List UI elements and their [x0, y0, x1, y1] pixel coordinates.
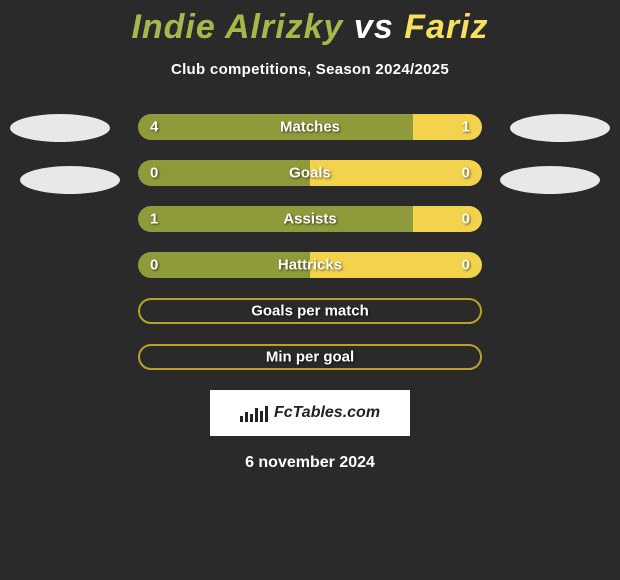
stat-row: 0 0 Hattricks	[0, 252, 620, 278]
stat-rows: 4 1 Matches 0 0 Goals 1 0 Assists 0 0 Hattricks Goal…	[0, 114, 620, 370]
comparison-title: Indie Alrizky vs Fariz	[0, 8, 620, 47]
stat-value-right: 0	[462, 211, 470, 228]
subtitle: Club competitions, Season 2024/2025	[0, 61, 620, 78]
vs-label: vs	[354, 8, 394, 46]
brand-text: FcTables.com	[274, 404, 380, 422]
stat-value-left: 0	[150, 257, 158, 274]
stat-bar-right	[413, 206, 482, 232]
stat-value-right: 0	[462, 165, 470, 182]
stat-bar-track: 1 0 Assists	[138, 206, 482, 232]
stat-row: 1 0 Assists	[0, 206, 620, 232]
stat-label: Goals	[289, 165, 331, 182]
stat-label: Assists	[283, 211, 336, 228]
stat-row: 4 1 Matches	[0, 114, 620, 140]
stat-bar-left	[138, 114, 413, 140]
stat-bar-track: 4 1 Matches	[138, 114, 482, 140]
stat-bar-left	[138, 206, 413, 232]
stats-chart: 4 1 Matches 0 0 Goals 1 0 Assists 0 0 Hattricks Goal…	[0, 114, 620, 370]
stat-label: Hattricks	[278, 257, 342, 274]
stat-row: 0 0 Goals	[0, 160, 620, 186]
stat-label: Min per goal	[266, 349, 354, 366]
stat-bar-right	[413, 114, 482, 140]
comparison-card: Indie Alrizky vs Fariz Club competitions…	[0, 0, 620, 580]
footer-date: 6 november 2024	[0, 454, 620, 472]
player1-name: Indie Alrizky	[131, 8, 343, 46]
stat-bar-track: 0 0 Goals	[138, 160, 482, 186]
player2-name: Fariz	[404, 8, 488, 46]
stat-bar-track: Min per goal	[138, 344, 482, 370]
stat-row: Min per goal	[0, 344, 620, 370]
brand-bars-icon	[240, 404, 268, 422]
stat-value-left: 4	[150, 119, 158, 136]
stat-bar-track: 0 0 Hattricks	[138, 252, 482, 278]
stat-label: Matches	[280, 119, 340, 136]
stat-value-right: 1	[462, 119, 470, 136]
stat-value-left: 1	[150, 211, 158, 228]
stat-bar-left	[138, 160, 310, 186]
brand-badge[interactable]: FcTables.com	[210, 390, 410, 436]
stat-label: Goals per match	[251, 303, 369, 320]
stat-value-left: 0	[150, 165, 158, 182]
stat-row: Goals per match	[0, 298, 620, 324]
stat-value-right: 0	[462, 257, 470, 274]
stat-bar-right	[310, 160, 482, 186]
stat-bar-track: Goals per match	[138, 298, 482, 324]
